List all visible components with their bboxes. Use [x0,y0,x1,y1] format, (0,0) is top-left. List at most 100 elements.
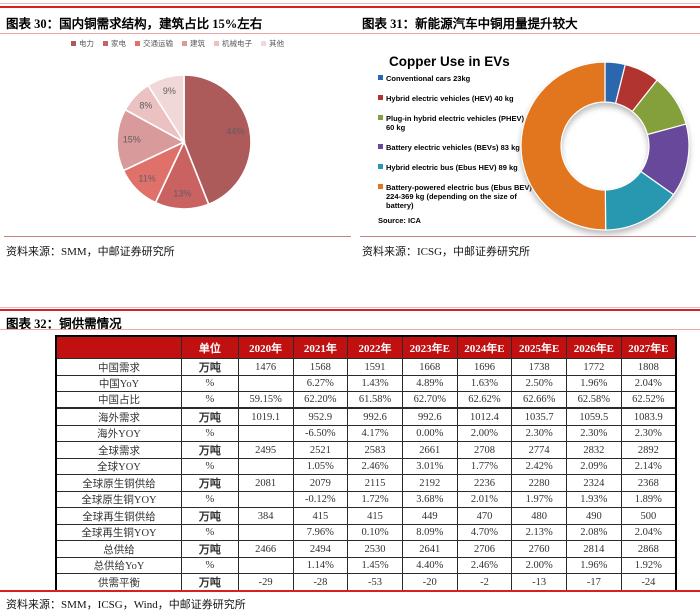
table-cell: 2832 [566,441,622,459]
table-cell [237,375,294,392]
table-cell: 2706 [456,540,513,558]
table-cell: 2530 [347,540,403,558]
row-label-cell: 中国占比 [55,391,182,408]
table-cell: % [181,458,239,475]
table-cell: % [181,425,239,442]
figure32-caption: 图表 32：铜供需情况 [6,317,122,331]
row-label-cell: 全球YOY [55,458,182,475]
table-cell: 1.63% [456,375,513,392]
table-cell: 480 [511,507,568,525]
row-label-cell: 全球需求 [55,441,182,459]
table-row: 中国需求 万吨 1476 1568 1591 1668 1696 1738 1772 1808 [55,358,677,376]
table-cell: 415 [292,507,349,525]
table-cell: 1.14% [292,557,349,574]
table-cell: -6.50% [292,425,349,442]
table-cell: 1035.7 [511,408,568,426]
figure31-caption: 图表 31：新能源汽车中铜用量提升较大 [362,17,578,31]
legend-label: Battery-powered electric bus (Ebus BEV) … [386,183,532,210]
table-cell: -0.12% [292,491,349,508]
table-cell: 2.04% [620,524,677,541]
table-cell: 62.62% [456,391,513,408]
legend-label: Hybrid electric vehicles (HEV) 40 kg [386,94,514,103]
table-cell: 万吨 [181,573,239,592]
table-cell: 0.00% [401,425,458,442]
table-cell: % [181,375,239,392]
table-row: 全球再生铜YOY% 7.96% 0.10% 8.09% 4.70% 2.13% 2.08% 2… [55,524,677,541]
table-cell: 2.30% [566,425,622,442]
figure31-donut-chart [520,61,690,231]
table-cell: 62.20% [292,391,349,408]
table-cell: 1.97% [511,491,568,508]
table-cell: 62.70% [401,391,458,408]
pie-data-label: 15% [123,135,141,145]
table-row: 海外需求 万吨 1019.1 952.9 992.6 992.6 1012.4 1035.7 1… [55,408,677,426]
row-label-cell: 中国需求 [55,358,182,376]
pie-slice [146,75,185,145]
legend-swatch-icon [135,41,140,46]
table-cell: 2521 [292,441,349,459]
figure32-source: 资料来源：SMM，ICSG，Wind，中邮证券研究所 [6,599,246,611]
table-cell [237,557,294,574]
table-row: 总供给 万吨 2466 2494 2530 2641 2706 2760 2814 2868 [55,540,677,558]
figure31-chart-title: Copper Use in EVs [389,54,510,69]
table-header-cell: 单位 [181,335,239,359]
table-header-row: 单位 2020年 2021年 2022年 2023年E 2024年E 2025年E 2026年… [55,335,677,359]
table-cell: -20 [401,573,458,592]
table-header-cell: 2021年 [292,335,349,359]
top-red-rule [0,6,700,8]
table-cell: 449 [401,507,458,525]
figure30-legend: 电力 家电 交通运输 建筑 机械电子 其他 [4,38,351,49]
table-row: 全球原生铜YOY% -0.12% 1.72% 3.68% 2.01% 1.97% 1.93%… [55,491,677,508]
bottom-red-rule [0,590,700,592]
figure31-source-note: Source: ICA [378,216,421,225]
table-cell: -13 [511,573,568,592]
figure32-pink-rule [0,307,700,308]
table-cell: 2236 [456,474,513,492]
table-cell: 1591 [347,358,403,376]
table-cell: 8.09% [401,524,458,541]
table-cell: 4.17% [347,425,403,442]
table-row: 全球再生铜供给 万吨 384 415 415 449 470 480 490 500 [55,507,677,525]
table-row: 全球原生铜供给 万吨 2081 2079 2115 2192 2236 2280 2324 236… [55,474,677,492]
table-row: 总供给YoY% 1.14% 1.45% 4.40% 2.46% 2.00% 1.96% 1.9… [55,557,677,574]
row-label-cell: 全球原生铜供给 [55,474,182,492]
table-cell: 2814 [566,540,622,558]
table-cell: 1.43% [347,375,403,392]
table-row: 全球需求 万吨 2495 2521 2583 2661 2708 2774 2832 2892 [55,441,677,459]
table-cell: 1019.1 [237,408,294,426]
legend-swatch-icon [103,41,108,46]
table-cell: 万吨 [181,474,239,492]
table-cell: 1696 [456,358,513,376]
table-cell: 2.46% [347,458,403,475]
table-cell: 2.30% [511,425,568,442]
table-cell: 1.96% [566,375,622,392]
table-row: 全球YOY% 1.05% 2.46% 3.01% 1.77% 2.42% 2.09% 2.14… [55,458,677,475]
figure30-legend-item: 电力 [71,38,94,49]
table-cell: -28 [292,573,349,592]
table-cell: 2115 [347,474,403,492]
legend-swatch-icon [214,41,219,46]
table-cell: 4.70% [456,524,513,541]
table-cell: -53 [347,573,403,592]
table-cell: 1476 [237,358,294,376]
legend-swatch-icon [261,41,266,46]
table-cell: 2641 [401,540,458,558]
table-header-cell: 2024年E [456,335,513,359]
table-cell: 1.72% [347,491,403,508]
table-cell: 2.04% [620,375,677,392]
table-cell: -2 [456,573,513,592]
table-cell: 2.50% [511,375,568,392]
table-cell: 2661 [401,441,458,459]
caption-underline-rule [0,33,700,34]
table-cell: 1.05% [292,458,349,475]
copper-supply-demand-table: 单位 2020年 2021年 2022年 2023年E 2024年E 2025年E 2026年… [55,335,677,592]
table-cell: 1.92% [620,557,677,574]
table-cell: 1668 [401,358,458,376]
table-cell: 万吨 [181,358,239,376]
table-cell: 952.9 [292,408,349,426]
table-cell: 2079 [292,474,349,492]
pie-data-label: 44% [226,127,244,137]
table-header-cell: 2025年E [511,335,568,359]
pie-slice [183,75,251,206]
table-cell [237,458,294,475]
